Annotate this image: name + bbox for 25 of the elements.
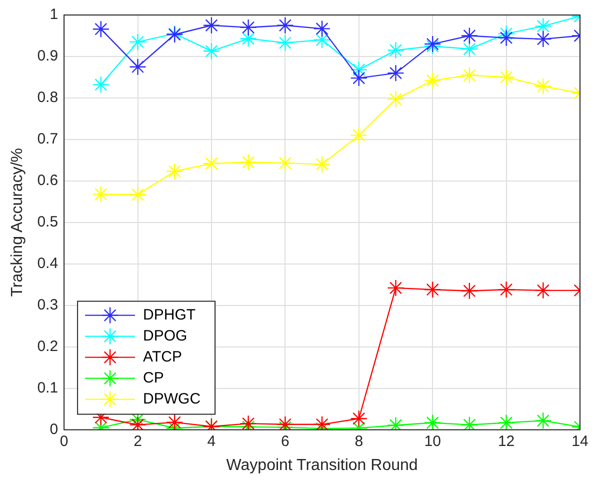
x-tick-label: 10 [424,432,441,450]
x-tick-label: 14 [572,432,588,450]
legend-label: DPWGC [143,390,201,408]
x-axis-title: Waypoint Transition Round [226,456,418,474]
x-tick-label: 8 [354,432,364,450]
x-tick-label: 12 [498,432,515,450]
y-tick-label: 0.4 [37,255,58,272]
legend-label: DPHGT [143,306,196,324]
legend-label: CP [143,369,164,386]
y-tick-label: 0.9 [37,48,58,65]
x-tick-label: 2 [134,432,142,450]
x-tick-label: 4 [207,432,216,450]
y-tick-label: 0.5 [37,214,58,231]
y-tick-label: 0.2 [37,338,58,355]
y-tick-label: 0.3 [37,296,58,314]
y-tick-label: 0.8 [37,89,58,106]
legend-label: ATCP [143,348,182,366]
y-tick-label: 0 [50,420,58,438]
y-tick-label: 1 [50,6,58,24]
legend-label: DPOG [143,327,188,344]
y-axis-title: Tracking Accuracy/% [9,148,26,297]
y-tick-label: 0.1 [37,379,58,396]
y-tick-label: 0.6 [37,172,58,190]
y-tick-label: 0.7 [37,130,58,148]
x-tick-label: 6 [281,432,290,450]
